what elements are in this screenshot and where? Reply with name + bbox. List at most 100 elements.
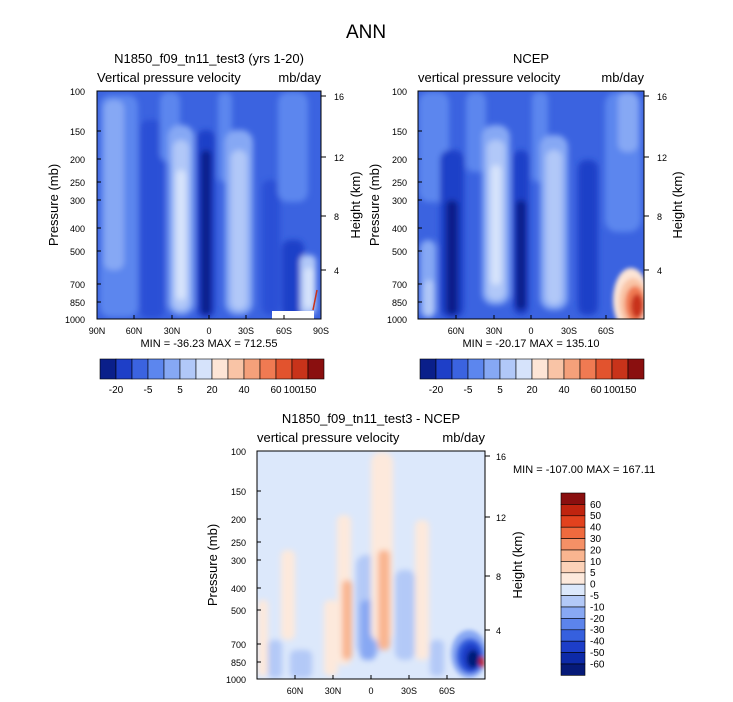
- colorbar-swatch: [435, 358, 453, 380]
- colorbar-swatch: [307, 358, 325, 380]
- panel-units: mb/day: [278, 70, 321, 85]
- colorbar-swatch: [115, 358, 133, 380]
- x-tick-label: 90S: [313, 326, 329, 336]
- colorbar-swatch: [211, 358, 229, 380]
- colorbar-swatch: [627, 358, 645, 380]
- colorbar-label: -10: [590, 602, 605, 613]
- colorbar-swatch: [99, 358, 117, 380]
- panel-units: mb/day: [442, 430, 485, 445]
- colorbar-label: 20: [526, 385, 538, 396]
- right-axis-label: Height (km): [348, 171, 363, 238]
- colorbar-label: 10: [590, 557, 602, 568]
- colorbar-swatch: [560, 549, 586, 562]
- x-tick-label: 0: [528, 326, 533, 336]
- colorbar-label: -5: [144, 385, 153, 396]
- x-tick-label: 30S: [238, 326, 254, 336]
- colorbar-swatch: [560, 595, 586, 608]
- panel-title: NCEP: [513, 51, 549, 66]
- height-tick-label: 4: [657, 266, 662, 276]
- y-tick-label: 200: [70, 155, 85, 165]
- y-axis-label: Pressure (mb): [205, 524, 220, 606]
- contour-field: [418, 91, 644, 319]
- y-tick-label: 200: [392, 155, 407, 165]
- colorbar-swatch: [560, 515, 586, 528]
- height-tick-label: 16: [496, 452, 506, 462]
- colorbar-label: 60: [270, 385, 282, 396]
- contour-field: [97, 91, 321, 319]
- colorbar-swatch: [560, 663, 586, 676]
- colorbar-label: 150: [620, 385, 637, 396]
- colorbar-swatch: [291, 358, 309, 380]
- colorbar-label: 5: [497, 385, 503, 396]
- y-ticks: 100 150 200 250 300 400 500 700 850 1000: [65, 87, 101, 325]
- y-tick-label: 100: [231, 447, 246, 457]
- height-ticks: 4 8 12 16: [321, 92, 344, 276]
- y-tick-label: 250: [70, 178, 85, 188]
- y-tick-label: 150: [231, 487, 246, 497]
- x-ticks: 90N 60N 30N 0 30S 60S 90S: [89, 315, 329, 336]
- height-ticks: 4 8 12 16: [485, 452, 506, 636]
- x-tick-label: 60S: [439, 686, 455, 696]
- y-tick-label: 850: [70, 298, 85, 308]
- colorbar-swatch: [419, 358, 437, 380]
- y-tick-label: 1000: [387, 315, 407, 325]
- height-tick-label: 12: [334, 153, 344, 163]
- panel-title: N1850_f09_tn11_test3 (yrs 1-20): [114, 51, 304, 66]
- colorbar-label: -20: [109, 385, 124, 396]
- y-tick-label: 500: [392, 247, 407, 257]
- y-tick-label: 100: [392, 87, 407, 97]
- colorbar-label: 60: [590, 500, 602, 511]
- y-tick-label: 700: [70, 280, 85, 290]
- panel-units: mb/day: [601, 70, 644, 85]
- y-tick-label: 850: [392, 298, 407, 308]
- y-tick-label: 300: [70, 196, 85, 206]
- x-tick-label: 60N: [287, 686, 304, 696]
- y-tick-label: 1000: [226, 675, 246, 685]
- y-tick-label: 700: [392, 280, 407, 290]
- colorbar-swatch: [275, 358, 293, 380]
- colorbar-swatch: [563, 358, 581, 380]
- colorbar-swatch: [547, 358, 565, 380]
- height-tick-label: 8: [657, 212, 662, 222]
- y-tick-label: 400: [231, 584, 246, 594]
- colorbar-label: -30: [590, 625, 605, 636]
- panel-difference: N1850_f09_tn11_test3 - NCEP vertical pre…: [205, 411, 655, 696]
- colorbar-label: 150: [300, 385, 317, 396]
- colorbar-label: -5: [464, 385, 473, 396]
- colorbar-swatch: [560, 561, 586, 574]
- colorbar-swatch: [560, 538, 586, 551]
- colorbar-label: 5: [177, 385, 183, 396]
- panel-subtitle-left: vertical pressure velocity: [257, 430, 400, 445]
- min-max-stats: MIN = -20.17 MAX = 135.10: [463, 338, 600, 350]
- panel-subtitle-left: Vertical pressure velocity: [97, 70, 241, 85]
- x-tick-label: 60S: [598, 326, 614, 336]
- colorbar: -20 -5 5 20 40 60 100 150: [419, 358, 645, 396]
- colorbar-swatch: [611, 358, 629, 380]
- colorbar-swatch: [560, 629, 586, 642]
- y-axis-label: Pressure (mb): [367, 164, 382, 246]
- height-tick-label: 12: [657, 153, 667, 163]
- panel-model: N1850_f09_tn11_test3 (yrs 1-20) Vertical…: [46, 51, 363, 396]
- height-tick-label: 4: [334, 266, 339, 276]
- y-tick-label: 150: [392, 127, 407, 137]
- colorbar-label: 0: [590, 580, 596, 591]
- y-tick-label: 850: [231, 658, 246, 668]
- x-tick-label: 60N: [448, 326, 465, 336]
- height-tick-label: 16: [657, 92, 667, 102]
- colorbar-label: 40: [238, 385, 250, 396]
- colorbar-swatch: [595, 358, 613, 380]
- y-tick-label: 500: [70, 247, 85, 257]
- x-ticks: 60N 30N 0 30S 60S: [448, 315, 614, 336]
- y-tick-label: 500: [231, 606, 246, 616]
- colorbar-label: 20: [590, 545, 602, 556]
- height-tick-label: 4: [496, 626, 501, 636]
- colorbar-swatch: [195, 358, 213, 380]
- colorbar-label: 5: [590, 568, 596, 579]
- x-ticks: 60N 30N 0 30S 60S: [287, 675, 455, 696]
- colorbar-swatch: [560, 504, 586, 517]
- colorbar-swatch: [560, 606, 586, 619]
- y-ticks: 100 150 200 250 300 400 500 700 850 1000: [387, 87, 422, 325]
- colorbar-swatch: [243, 358, 261, 380]
- right-axis-label: Height (km): [670, 171, 685, 238]
- y-tick-label: 300: [392, 196, 407, 206]
